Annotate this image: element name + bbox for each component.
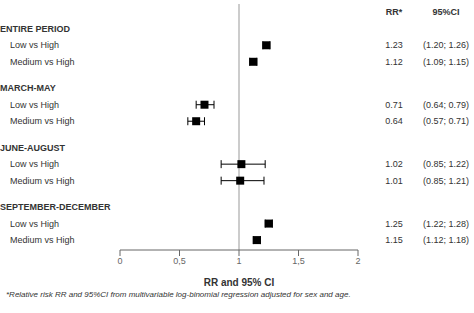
svg-text:(0.85; 1.22): (0.85; 1.22) bbox=[423, 159, 466, 169]
svg-text:1.01: 1.01 bbox=[385, 176, 403, 186]
svg-text:(0.64; 0.79): (0.64; 0.79) bbox=[423, 100, 466, 110]
svg-text:Low vs High: Low vs High bbox=[10, 159, 59, 169]
svg-text:Low vs High: Low vs High bbox=[10, 219, 59, 229]
svg-text:(1.09; 1.15): (1.09; 1.15) bbox=[423, 57, 466, 67]
svg-text:95%CI: 95%CI bbox=[432, 7, 459, 17]
svg-text:0.64: 0.64 bbox=[385, 116, 403, 126]
svg-text:SEPTEMBER-DECEMBER: SEPTEMBER-DECEMBER bbox=[8, 202, 111, 212]
svg-text:1.02: 1.02 bbox=[385, 159, 403, 169]
svg-text:RR*: RR* bbox=[386, 7, 403, 17]
html-text:*Relative risk RR and 95%CI fr: *Relative risk RR and 95%CI from multiva… bbox=[6, 290, 351, 299]
svg-text:Medium vs High: Medium vs High bbox=[10, 57, 75, 67]
svg-text:MARCH-MAY: MARCH-MAY bbox=[8, 83, 56, 93]
svg-text:2: 2 bbox=[355, 256, 360, 266]
svg-text:(1.22; 1.28): (1.22; 1.28) bbox=[423, 219, 466, 229]
svg-text:0.71: 0.71 bbox=[385, 100, 403, 110]
svg-text:(1.20; 1.26): (1.20; 1.26) bbox=[423, 40, 466, 50]
svg-text:(1.12; 1.18): (1.12; 1.18) bbox=[423, 235, 466, 245]
svg-text:(0.57; 0.71): (0.57; 0.71) bbox=[423, 116, 466, 126]
svg-text:Medium vs High: Medium vs High bbox=[10, 116, 75, 126]
svg-text:1.23: 1.23 bbox=[385, 40, 403, 50]
svg-text:JUNE-AUGUST: JUNE-AUGUST bbox=[8, 143, 66, 153]
svg-text:1: 1 bbox=[236, 256, 241, 266]
svg-text:1.12: 1.12 bbox=[385, 57, 403, 67]
svg-text:1.25: 1.25 bbox=[385, 219, 403, 229]
svg-text:Medium vs High: Medium vs High bbox=[10, 176, 75, 186]
svg-text:RR and 95% CI: RR and 95% CI bbox=[204, 277, 275, 288]
svg-text:1.15: 1.15 bbox=[385, 235, 403, 245]
svg-text:Medium vs High: Medium vs High bbox=[10, 235, 75, 245]
svg-text:Low vs High: Low vs High bbox=[10, 100, 59, 110]
svg-text:0,5: 0,5 bbox=[173, 256, 186, 266]
svg-text:ENTIRE PERIOD: ENTIRE PERIOD bbox=[8, 24, 71, 34]
svg-text:0: 0 bbox=[117, 256, 122, 266]
svg-text:1,5: 1,5 bbox=[292, 256, 305, 266]
svg-text:Low vs High: Low vs High bbox=[10, 40, 59, 50]
svg-text:(0.85; 1.21): (0.85; 1.21) bbox=[423, 176, 466, 186]
